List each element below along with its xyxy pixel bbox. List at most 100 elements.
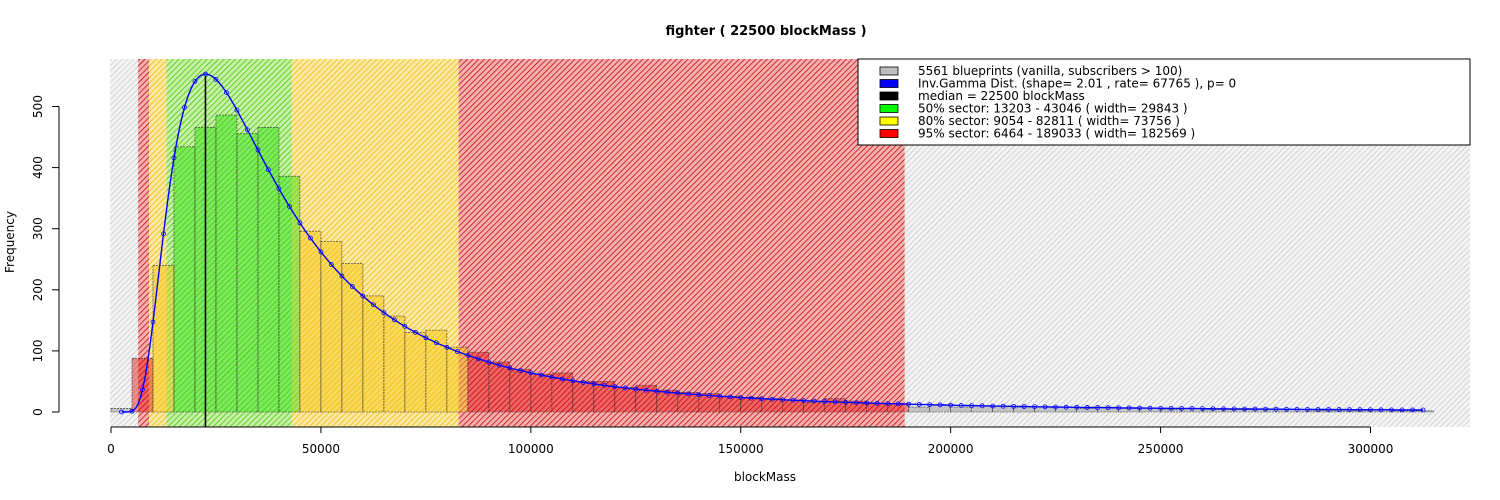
histogram-bar xyxy=(362,295,385,413)
y-tick-label: 200 xyxy=(31,278,45,301)
histogram-bar xyxy=(173,146,196,413)
curve-point xyxy=(937,402,943,408)
curve-point xyxy=(1095,405,1101,410)
histogram-bar xyxy=(383,315,406,413)
curve-point xyxy=(1326,407,1331,412)
legend-item: median = 22500 blockMass xyxy=(879,89,1085,103)
curve-point xyxy=(538,372,544,378)
legend-swatch xyxy=(879,129,899,138)
curve-point xyxy=(706,393,712,398)
x-tick-label: 0 xyxy=(107,442,115,456)
histogram-bar xyxy=(635,384,658,413)
curve-point xyxy=(1221,406,1226,412)
curve-point xyxy=(1032,404,1038,410)
histogram-bar xyxy=(572,381,595,413)
legend-item: 80% sector: 9054 - 82811 ( width= 73756 … xyxy=(879,114,1180,128)
curve-point xyxy=(1158,405,1163,411)
curve-point xyxy=(1011,403,1017,409)
curve-point xyxy=(1305,407,1310,412)
histogram-bar xyxy=(866,403,888,413)
curve-point xyxy=(748,395,754,401)
curve-point xyxy=(601,382,607,388)
curve-point xyxy=(370,302,376,308)
curve-point xyxy=(1042,404,1048,410)
curve-point xyxy=(140,387,145,393)
y-axis-label: Frequency xyxy=(3,211,17,273)
legend-item: 95% sector: 6464 - 189033 ( width= 18256… xyxy=(879,127,1195,141)
curve-point xyxy=(234,107,240,113)
curve-point xyxy=(1399,407,1405,413)
sector-bands xyxy=(138,59,905,427)
curve-point xyxy=(643,387,649,393)
curve-point xyxy=(1273,406,1279,412)
curve-point xyxy=(1210,406,1216,412)
histogram-bar xyxy=(761,398,784,413)
curve-point xyxy=(717,393,723,399)
histogram-bar xyxy=(1013,406,1035,413)
curve-point xyxy=(1420,407,1426,413)
x-tick-label: 250000 xyxy=(1138,442,1184,456)
histogram-bar xyxy=(131,357,154,413)
histogram-bar xyxy=(530,373,553,413)
x-tick-label: 300000 xyxy=(1348,442,1394,456)
curve-point xyxy=(1105,405,1111,411)
curve-point xyxy=(161,231,166,237)
curve-point xyxy=(318,249,324,255)
curve-point xyxy=(843,399,849,405)
x-axis: 0 50000 100000 150000 200000 250000 300000 xyxy=(107,426,1394,456)
legend-item: 50% sector: 13203 - 43046 ( width= 29843… xyxy=(879,102,1188,116)
curve-point xyxy=(780,397,786,403)
curve-point xyxy=(864,400,870,406)
curve-point xyxy=(769,396,775,402)
histogram-bar xyxy=(677,392,700,413)
curve-point xyxy=(276,186,282,192)
curve-point xyxy=(381,310,387,316)
curve-point xyxy=(790,397,796,403)
histogram-bar xyxy=(488,361,511,413)
y-tick-label: 100 xyxy=(31,339,45,362)
curve-point xyxy=(1242,406,1247,412)
curve-point xyxy=(412,329,418,335)
curve-point xyxy=(990,403,996,409)
curve-point xyxy=(874,400,880,406)
curve-point xyxy=(507,365,513,371)
curve-point xyxy=(454,349,460,354)
curve-point xyxy=(696,392,702,398)
curve-point xyxy=(297,220,303,226)
curve-point xyxy=(979,403,985,409)
curve-point xyxy=(612,384,618,390)
histogram-bar xyxy=(236,133,259,413)
legend-swatch xyxy=(879,104,899,113)
curve-point xyxy=(801,398,807,404)
legend-swatch xyxy=(879,66,899,76)
histogram-bar xyxy=(740,397,763,413)
histogram-bar xyxy=(320,241,343,413)
curve-point xyxy=(287,204,292,209)
curve-point xyxy=(1063,404,1069,410)
histogram-bar xyxy=(551,372,574,413)
x-axis-label: blockMass xyxy=(734,470,796,484)
curve-point xyxy=(1336,407,1342,412)
curve-point xyxy=(916,402,922,407)
curve-point xyxy=(1147,405,1153,411)
histogram-bar xyxy=(1076,408,1098,413)
curve-point xyxy=(633,386,639,392)
curve-point xyxy=(171,155,177,161)
histogram-bar xyxy=(404,332,427,413)
histogram-bar xyxy=(1412,410,1434,413)
histogram-bar xyxy=(341,263,364,413)
legend-text: 50% sector: 13203 - 43046 ( width= 29843… xyxy=(918,102,1188,116)
curve-point xyxy=(1053,404,1059,410)
legend-text: 95% sector: 6464 - 189033 ( width= 18256… xyxy=(918,127,1195,141)
curve-line xyxy=(121,73,1423,413)
legend-item: Inv.Gamma Dist. (shape= 2.01 , rate= 677… xyxy=(879,77,1236,91)
curve-point xyxy=(329,262,334,267)
curve-point xyxy=(266,167,271,173)
curve-point xyxy=(927,402,933,408)
histogram-bar xyxy=(299,230,322,413)
x-tick-label: 50000 xyxy=(302,442,340,456)
curve-point xyxy=(1074,404,1080,410)
curve-point xyxy=(885,401,891,407)
histogram-bar xyxy=(950,406,972,413)
curve-point xyxy=(1347,407,1352,413)
